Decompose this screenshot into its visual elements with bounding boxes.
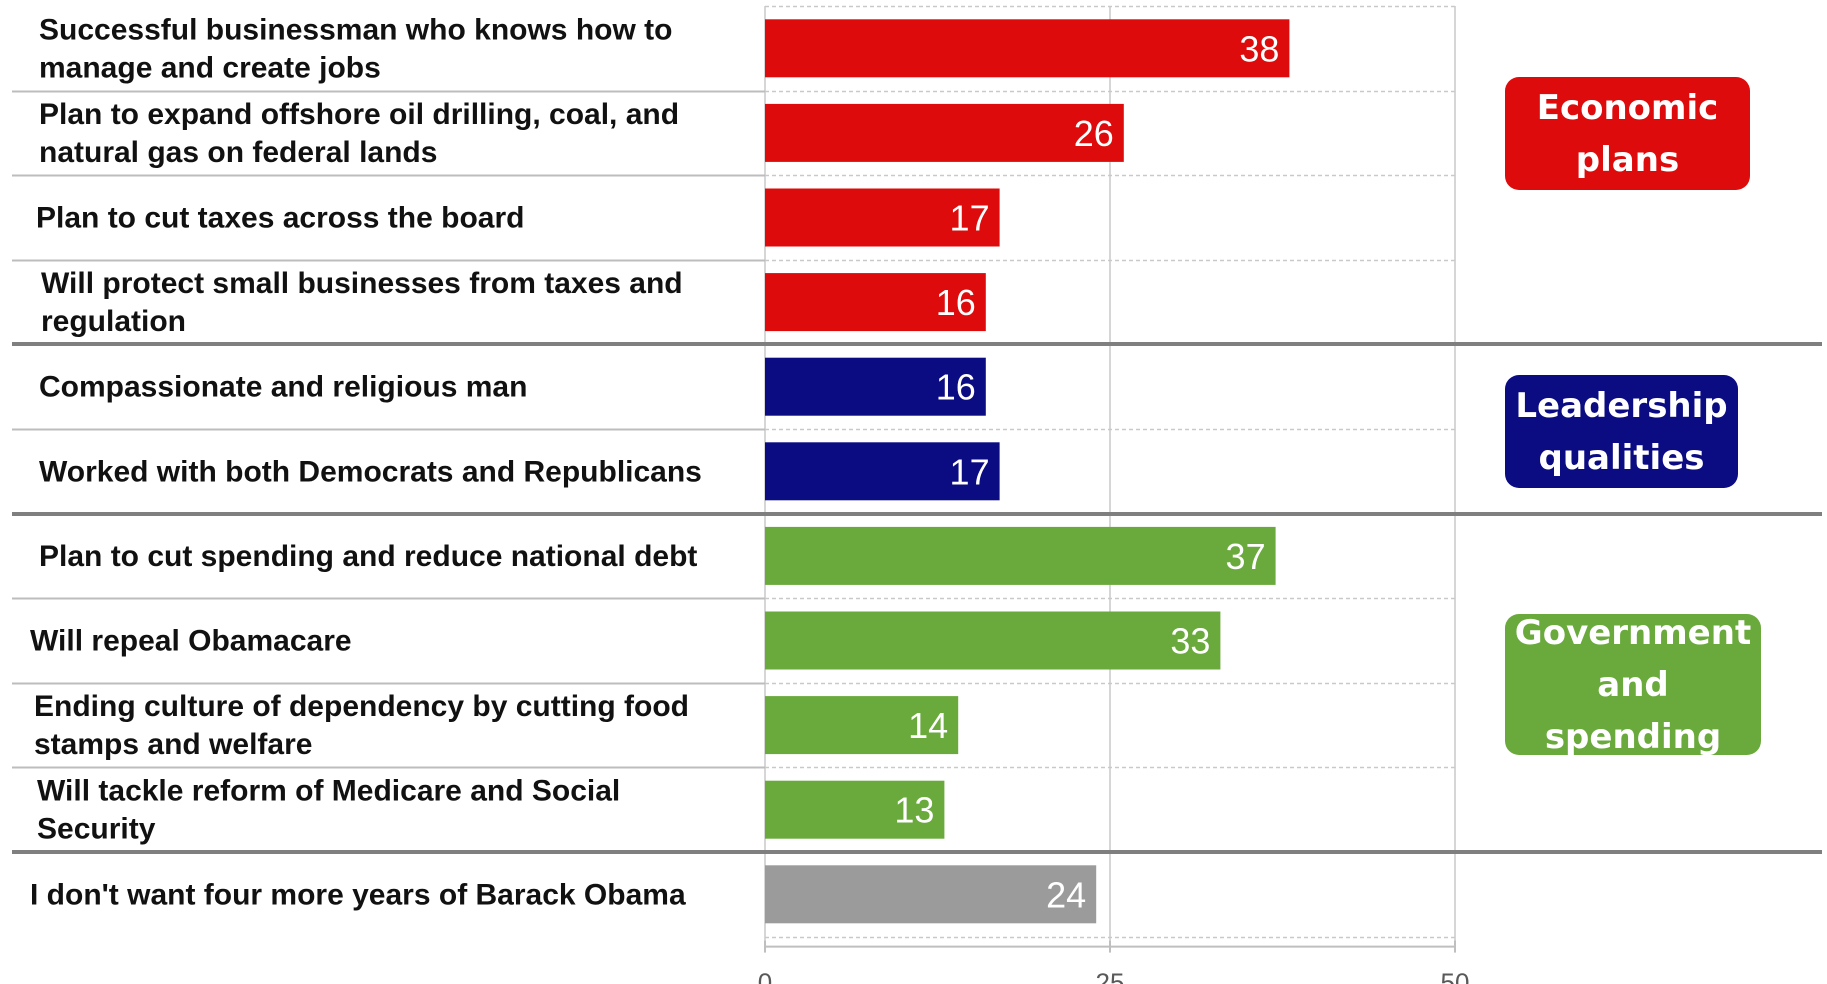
bar bbox=[765, 526, 1276, 585]
group-label-economic-plans: Economic plans bbox=[1505, 77, 1750, 190]
category-label: stamps and welfare bbox=[34, 728, 312, 761]
category-label: Successful businessman who knows how to bbox=[39, 13, 672, 46]
bar bbox=[765, 696, 959, 755]
group-label-line: Government bbox=[1514, 612, 1752, 653]
value-label: 13 bbox=[894, 790, 934, 831]
group-label-line: plans bbox=[1575, 139, 1680, 180]
bar bbox=[765, 611, 1221, 670]
category-label: manage and create jobs bbox=[39, 51, 381, 84]
bar bbox=[765, 19, 1290, 78]
value-label: 24 bbox=[1046, 874, 1086, 915]
bar bbox=[765, 865, 1097, 924]
value-label: 16 bbox=[936, 282, 976, 323]
category-label: Will repeal Obamacare bbox=[30, 625, 352, 658]
value-label: 26 bbox=[1074, 113, 1114, 154]
value-label: 37 bbox=[1226, 536, 1266, 577]
group-label-leadership-qualities: Leadership qualities bbox=[1505, 375, 1738, 488]
group-label-line: qualities bbox=[1538, 437, 1705, 478]
value-label: 14 bbox=[908, 705, 948, 746]
bar bbox=[765, 357, 986, 416]
group-label-line: Leadership bbox=[1515, 385, 1728, 426]
category-label: Ending culture of dependency by cutting … bbox=[34, 690, 689, 723]
value-label: 16 bbox=[936, 367, 976, 408]
bar bbox=[765, 103, 1124, 162]
x-tick-label: 25 bbox=[1096, 968, 1125, 984]
category-label: Plan to cut taxes across the board bbox=[36, 202, 524, 235]
value-label: 38 bbox=[1239, 28, 1279, 69]
value-label: 17 bbox=[950, 451, 990, 492]
category-label: I don't want four more years of Barack O… bbox=[30, 878, 686, 911]
group-label-line: Economic bbox=[1536, 87, 1719, 128]
group-label-government-and-spending: Government and spending bbox=[1505, 613, 1761, 757]
bar bbox=[765, 273, 986, 332]
category-label: Plan to cut spending and reduce national… bbox=[39, 540, 697, 573]
category-label: Compassionate and religious man bbox=[39, 371, 527, 404]
bar bbox=[765, 442, 1000, 501]
category-label: Worked with both Democrats and Republica… bbox=[39, 455, 702, 488]
category-label: Plan to expand offshore oil drilling, co… bbox=[39, 98, 679, 131]
bar bbox=[765, 188, 1000, 247]
x-tick-label: 0 bbox=[758, 968, 772, 984]
group-label-line: and spending bbox=[1544, 664, 1722, 757]
value-label: 33 bbox=[1170, 621, 1210, 662]
category-label: Will tackle reform of Medicare and Socia… bbox=[37, 775, 620, 808]
category-label: Will protect small businesses from taxes… bbox=[41, 267, 683, 300]
category-label: regulation bbox=[41, 305, 186, 338]
category-label: natural gas on federal lands bbox=[39, 136, 437, 169]
value-label: 17 bbox=[950, 198, 990, 239]
category-label: Security bbox=[37, 813, 156, 846]
bar bbox=[765, 780, 945, 839]
x-tick-label: 50 bbox=[1441, 968, 1470, 984]
